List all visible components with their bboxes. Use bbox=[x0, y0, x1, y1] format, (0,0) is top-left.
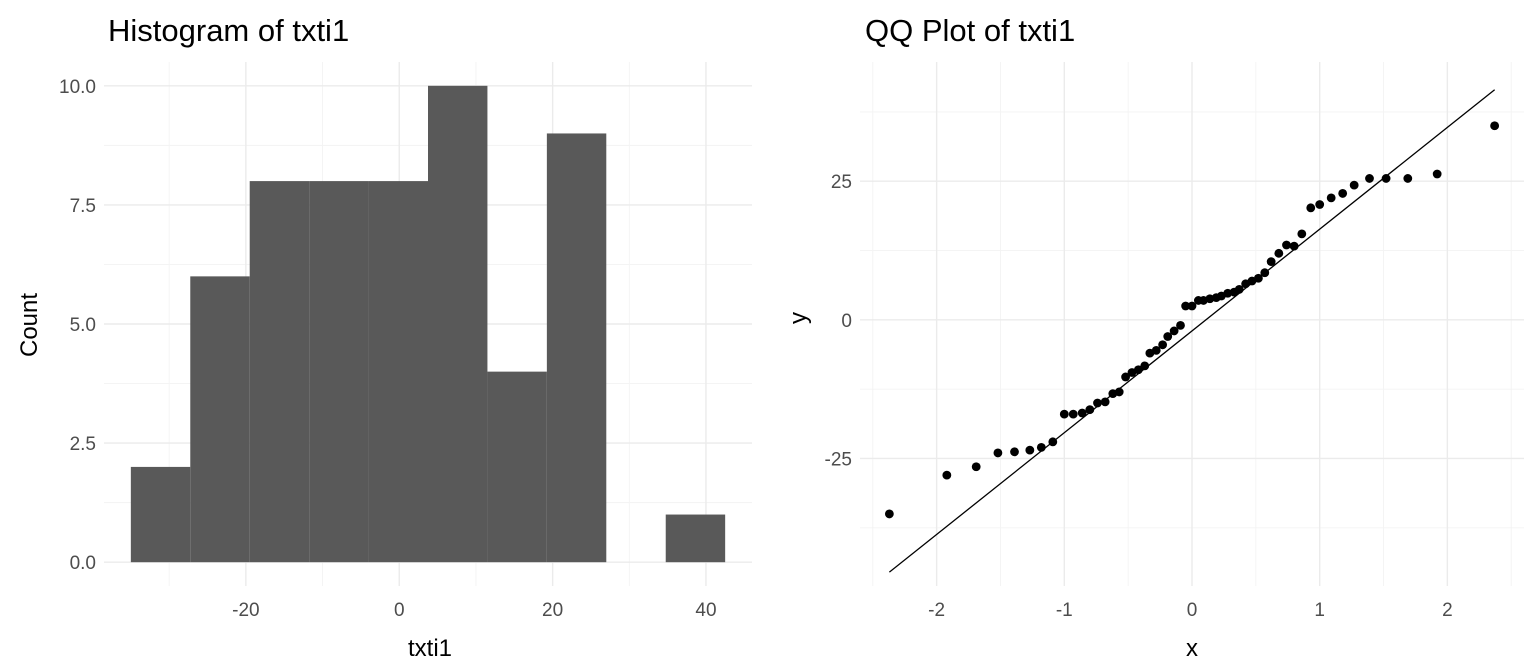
qq-point bbox=[1059, 409, 1069, 419]
qq-point bbox=[1254, 273, 1263, 283]
qq-point bbox=[1176, 320, 1185, 330]
qq-y-tick-label: 0 bbox=[841, 311, 852, 332]
histogram-title: Histogram of txti1 bbox=[108, 13, 349, 48]
qq-y-tick-label: 25 bbox=[831, 172, 852, 193]
histogram-bar bbox=[190, 276, 250, 563]
histogram-y-tick-label: 0.0 bbox=[70, 553, 96, 574]
qq-y-ticks: -25 0 25 bbox=[825, 172, 852, 470]
qq-x-tick-label: -1 bbox=[1056, 600, 1073, 621]
qq-reference-line-group bbox=[888, 89, 1496, 573]
histogram-y-tick-label: 2.5 bbox=[70, 434, 96, 455]
qq-point bbox=[1381, 174, 1391, 183]
histogram-bar bbox=[428, 85, 488, 563]
qq-point bbox=[1163, 332, 1173, 341]
qq-points bbox=[884, 121, 1500, 519]
qq-y-tick-label: -25 bbox=[825, 449, 852, 470]
qq-point bbox=[1282, 240, 1291, 250]
histogram-x-tick-label: 20 bbox=[542, 600, 563, 621]
qq-point bbox=[1140, 361, 1150, 371]
histogram-bar bbox=[249, 181, 310, 563]
qq-point bbox=[1100, 397, 1110, 407]
qq-point bbox=[1326, 193, 1336, 203]
qq-point bbox=[1093, 398, 1102, 408]
qq-x-tick-label: -2 bbox=[928, 600, 945, 621]
qq-point bbox=[1432, 169, 1442, 179]
qq-point bbox=[1306, 203, 1316, 213]
histogram-y-tick-label: 7.5 bbox=[70, 196, 96, 217]
histogram-x-tick-label: -20 bbox=[232, 600, 259, 621]
qq-point bbox=[1151, 345, 1161, 355]
histogram-bar bbox=[309, 181, 369, 563]
qq-point bbox=[1289, 241, 1299, 251]
histogram-x-tick-label: 0 bbox=[394, 600, 405, 621]
qq-plot-panel: QQ Plot of txti1 -2 -1 0 1 2 -25 0 25 x y bbox=[785, 13, 1524, 662]
qq-point bbox=[1297, 229, 1307, 239]
qq-point bbox=[1133, 365, 1143, 375]
histogram-bar bbox=[487, 371, 547, 563]
qq-point bbox=[1260, 268, 1270, 278]
qq-point bbox=[1158, 340, 1168, 350]
qq-point bbox=[1274, 248, 1284, 258]
qq-point bbox=[1403, 174, 1413, 183]
qq-point bbox=[942, 470, 952, 480]
histogram-x-ticks: -20 0 20 40 bbox=[232, 600, 716, 621]
qq-point bbox=[884, 509, 894, 519]
qq-point bbox=[1114, 387, 1124, 397]
histogram-panel: Histogram of txti1 -20 0 20 40 0.0 2.5 5.0 7.5… bbox=[16, 13, 752, 662]
qq-point bbox=[971, 462, 981, 472]
histogram-bar bbox=[368, 181, 428, 563]
qq-plot-title: QQ Plot of txti1 bbox=[865, 13, 1075, 48]
histogram-x-tick-label: 40 bbox=[695, 600, 716, 621]
histogram-x-axis-label: txti1 bbox=[408, 635, 452, 662]
qq-point bbox=[993, 448, 1003, 458]
qq-point bbox=[1365, 174, 1374, 183]
qq-point bbox=[1077, 408, 1087, 418]
histogram-bars bbox=[130, 85, 726, 563]
qq-x-tick-label: 0 bbox=[1187, 600, 1198, 621]
qq-point bbox=[1121, 372, 1130, 382]
qq-x-axis-label: x bbox=[1186, 635, 1198, 662]
histogram-y-ticks: 0.0 2.5 5.0 7.5 10.0 bbox=[59, 77, 96, 574]
qq-x-tick-label: 2 bbox=[1442, 600, 1453, 621]
qq-point bbox=[1025, 445, 1035, 455]
qq-y-axis-label: y bbox=[785, 312, 812, 324]
qq-x-ticks: -2 -1 0 1 2 bbox=[928, 600, 1453, 621]
histogram-y-tick-label: 5.0 bbox=[70, 315, 96, 336]
qq-point bbox=[1010, 447, 1019, 457]
qq-reference-line bbox=[888, 89, 1496, 573]
qq-plot-grid bbox=[860, 62, 1524, 586]
qq-point bbox=[1266, 257, 1276, 267]
histogram-y-tick-label: 10.0 bbox=[59, 77, 96, 98]
histogram-bar bbox=[665, 514, 726, 563]
qq-point bbox=[1338, 189, 1348, 198]
qq-point bbox=[1315, 200, 1325, 209]
histogram-y-axis-label: Count bbox=[16, 293, 43, 357]
qq-point bbox=[1349, 180, 1359, 190]
qq-point bbox=[1036, 442, 1046, 452]
qq-point bbox=[1085, 405, 1095, 415]
qq-point bbox=[1234, 284, 1244, 294]
histogram-bar bbox=[130, 466, 191, 563]
qq-point bbox=[1068, 409, 1078, 419]
qq-point bbox=[1181, 301, 1191, 311]
qq-point bbox=[1187, 301, 1197, 311]
qq-point bbox=[1048, 437, 1058, 447]
qq-point bbox=[1490, 121, 1500, 131]
qq-x-tick-label: 1 bbox=[1314, 600, 1325, 621]
qq-point bbox=[1169, 326, 1179, 336]
histogram-bar bbox=[546, 133, 607, 563]
